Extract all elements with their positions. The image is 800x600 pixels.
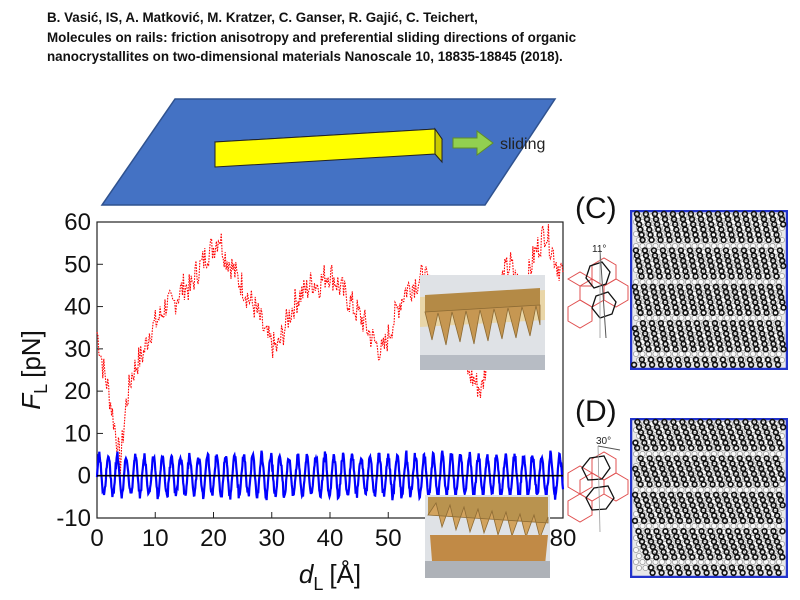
panel-d-label: (D) — [575, 395, 617, 428]
x-axis-title: dL [Å] — [299, 559, 361, 594]
citation-journal: nanocrystallites on two-dimensional mate… — [47, 49, 563, 64]
x-axis-var: d — [299, 559, 315, 589]
crystal-side-face — [434, 127, 443, 164]
y-tick-label: 0 — [78, 463, 91, 490]
panel-d-lattice-diagram: 30° — [567, 436, 629, 533]
x-tick-label: 20 — [200, 525, 227, 552]
x-tick-label: 80 — [550, 525, 577, 552]
y-axis-sub: L — [31, 384, 51, 394]
model-photo-top — [420, 275, 545, 370]
x-tick-label: 0 — [90, 525, 103, 552]
citation: B. Vasić, IS, A. Matković, M. Kratzer, C… — [47, 8, 767, 67]
x-axis-unit: [Å] — [329, 559, 361, 589]
panel-d-afm-image — [630, 418, 788, 578]
y-axis-unit: [pN] — [16, 330, 46, 378]
x-axis-sub: L — [313, 574, 323, 594]
y-tick-label: 10 — [64, 420, 91, 447]
y-axis-title: FL [pN] — [16, 330, 51, 410]
y-tick-label: 20 — [64, 378, 91, 405]
x-tick-label: 30 — [258, 525, 285, 552]
y-tick-label: 50 — [64, 251, 91, 278]
y-tick-label: 40 — [64, 294, 91, 321]
citation-authors: B. Vasić, IS, A. Matković, M. Kratzer, C… — [47, 10, 478, 25]
panel-c-afm-image — [630, 210, 788, 370]
sliding-label: sliding — [500, 136, 545, 153]
y-tick-label: 30 — [64, 336, 91, 363]
x-tick-label: 10 — [142, 525, 169, 552]
y-tick-label: -10 — [56, 505, 91, 532]
citation-title: Molecules on rails: friction anisotropy … — [47, 29, 577, 45]
y-axis-var: F — [16, 392, 46, 410]
sliding-arrow-icon — [452, 130, 494, 156]
panel-c-label: (C) — [575, 192, 617, 225]
series-line-blue — [95, 450, 565, 503]
panel-c-angle: 11° — [592, 244, 606, 255]
panel-d-angle: 30° — [596, 436, 611, 447]
x-tick-label: 40 — [317, 525, 344, 552]
sliding-schematic: sliding — [100, 98, 557, 206]
series-line-red — [96, 224, 564, 475]
panel-c-lattice-diagram: 11° — [567, 244, 629, 339]
series-layer — [95, 224, 565, 503]
x-tick-label: 50 — [375, 525, 402, 552]
model-photo-bottom — [425, 495, 550, 578]
y-tick-label: 60 — [64, 209, 91, 236]
